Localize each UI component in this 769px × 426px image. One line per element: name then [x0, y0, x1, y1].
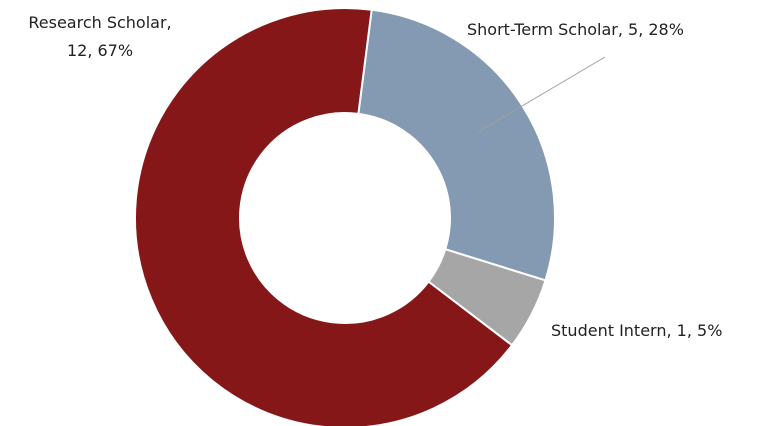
label-category: Short-Term Scholar [467, 20, 618, 39]
label-value: 5 [628, 20, 638, 39]
label-category: Student Intern [551, 321, 666, 340]
label-percent: 67% [97, 41, 133, 60]
slice [357, 8, 556, 282]
data-label: Research Scholar, [28, 13, 171, 32]
slice [134, 7, 514, 426]
label-percent: 28% [648, 20, 684, 39]
data-label: 12, 67% [67, 41, 133, 60]
label-category: Research Scholar [28, 13, 167, 32]
data-label: Student Intern, 1, 5% [551, 321, 722, 340]
label-value: 12 [67, 41, 87, 60]
label-value: 1 [677, 321, 687, 340]
data-label: Short-Term Scholar, 5, 28% [467, 20, 684, 39]
slices [134, 7, 556, 426]
label-percent: 5% [697, 321, 722, 340]
leader-line [477, 56, 606, 133]
